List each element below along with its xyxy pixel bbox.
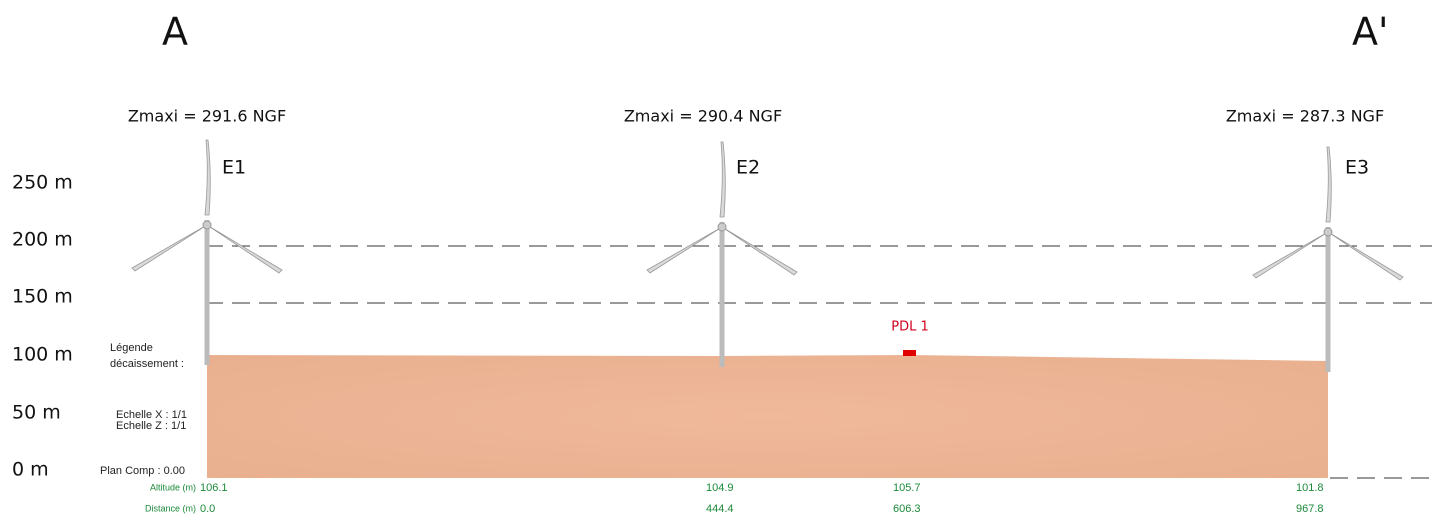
altitude-value: 106.1 bbox=[200, 482, 228, 494]
scale-x: Echelle X : 1/1 bbox=[116, 409, 187, 421]
distance-value: 444.4 bbox=[706, 503, 734, 515]
height-label: 50 m bbox=[12, 402, 61, 424]
section-start: A bbox=[162, 10, 188, 54]
viewpoint-marker bbox=[903, 350, 916, 356]
distance-value: 967.8 bbox=[1296, 503, 1324, 515]
zmax-label: Zmaxi = 287.3 NGF bbox=[1226, 107, 1384, 126]
zmax-label: Zmaxi = 290.4 NGF bbox=[624, 107, 782, 126]
distance-value: 0.0 bbox=[200, 503, 215, 515]
turbine bbox=[1253, 147, 1403, 372]
viewpoint-label: PDL 1 bbox=[891, 320, 929, 335]
height-label: 0 m bbox=[12, 459, 49, 481]
distance-value: 606.3 bbox=[893, 503, 921, 515]
turbine-label: E3 bbox=[1345, 157, 1369, 179]
turbine-label: E1 bbox=[222, 157, 246, 179]
scale-z: Echelle Z : 1/1 bbox=[116, 420, 186, 432]
plan-comp: Plan Comp : 0.00 bbox=[100, 465, 185, 477]
altitude-value: 101.8 bbox=[1296, 482, 1324, 494]
legend-title: Légende bbox=[110, 342, 153, 354]
height-label: 200 m bbox=[12, 229, 73, 251]
altitude-value: 105.7 bbox=[893, 482, 921, 494]
altitude-value: 104.9 bbox=[706, 482, 734, 494]
turbine bbox=[132, 140, 282, 365]
section-end: A' bbox=[1352, 10, 1388, 54]
legend-subtitle: décaissement : bbox=[110, 358, 184, 370]
terrain bbox=[207, 355, 1328, 478]
height-label: 150 m bbox=[12, 286, 73, 308]
turbine-label: E2 bbox=[736, 157, 760, 179]
zmax-label: Zmaxi = 291.6 NGF bbox=[128, 107, 286, 126]
turbine bbox=[647, 142, 797, 367]
distance-label: Distance (m) bbox=[145, 503, 196, 513]
height-label: 100 m bbox=[12, 344, 73, 366]
height-label: 250 m bbox=[12, 172, 73, 194]
altitude-label: Altitude (m) bbox=[150, 482, 196, 492]
